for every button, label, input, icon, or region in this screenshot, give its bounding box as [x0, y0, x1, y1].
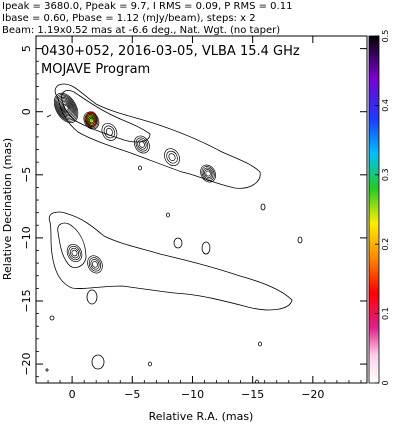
contour-knot-jet-knot-b	[134, 135, 150, 154]
contour-level	[66, 244, 83, 263]
x-tick-label: −10	[181, 388, 204, 401]
y-tick-label: 5	[20, 45, 33, 52]
contour-level	[53, 92, 79, 124]
noise-contour	[297, 236, 303, 244]
noise-contour	[173, 237, 183, 249]
cross-mark	[45, 368, 49, 372]
x-tick-label: −20	[301, 388, 324, 401]
noise-contour	[86, 289, 98, 305]
header-line-3: Beam: 1.19x0.52 mas at -6.6 deg., Nat. W…	[2, 25, 280, 36]
south-envelope-contour	[48, 211, 293, 311]
contour-knot-jet-knot-c	[164, 148, 180, 167]
contour-level	[56, 95, 77, 121]
noise-contour	[49, 315, 55, 321]
contour-level	[88, 257, 102, 272]
contour-knot-south-knot-a	[66, 244, 83, 263]
plot-title-line-2: MOJAVE Program	[41, 62, 150, 77]
contour-level	[62, 103, 70, 113]
header-line-2: Ibase = 0.60, Pbase = 1.12 (mJy/beam), s…	[2, 13, 256, 24]
y-tick-label: 0	[20, 108, 33, 115]
contour-level	[103, 125, 116, 139]
x-tick-label: 0	[69, 388, 76, 401]
contour-knot-jet-knot-d	[200, 164, 217, 183]
plot-frame	[35, 35, 368, 384]
y-tick-label: −20	[20, 352, 33, 375]
colorbar-tick-label: 0.4	[381, 99, 390, 112]
contour-level	[86, 115, 96, 126]
contour-level	[87, 116, 95, 125]
colorbar-tick-label: 0.2	[381, 238, 390, 251]
contour-level	[57, 96, 75, 119]
y-axis-label: Relative Decination (mas)	[1, 138, 14, 280]
header-line-1: Ipeak = 3680.0, Ppeak = 9.7, I RMS = 0.0…	[2, 1, 292, 12]
contour-level	[105, 128, 113, 136]
contour-level	[135, 137, 149, 152]
jet-envelope-contour	[54, 83, 261, 189]
contour-level	[164, 148, 180, 167]
contour-level	[83, 111, 100, 130]
contour-level	[90, 259, 100, 270]
contour-knot-south-knot-b	[87, 255, 103, 274]
contour-level	[200, 164, 217, 183]
contour-level	[87, 255, 103, 274]
contour-level	[92, 261, 98, 268]
contour-knot-jet-knot-a	[101, 123, 118, 141]
x-axis-ticks: 0 −5 −10 −15 −20	[47, 36, 362, 401]
contour-level	[101, 123, 118, 141]
contour-level	[138, 141, 145, 148]
contour-knot-core	[53, 92, 79, 124]
contour-level	[59, 99, 73, 117]
contour-level	[58, 98, 74, 118]
contour-level	[68, 245, 81, 261]
x-axis-label: Relative R.A. (mas)	[149, 410, 254, 423]
noise-contour	[166, 212, 170, 218]
cross-mark	[46, 114, 52, 118]
contour-map	[45, 83, 303, 383]
contour-knot-inner-knot	[83, 111, 100, 130]
y-tick-label: −5	[20, 167, 33, 183]
noise-contour	[138, 165, 142, 171]
colorbar-ticks: 0 0.1 0.2 0.3 0.4 0.5	[375, 30, 390, 386]
noise-contour	[148, 361, 152, 367]
contour-level	[61, 102, 71, 114]
noise-contour	[258, 341, 262, 347]
contour-level	[168, 153, 176, 161]
x-tick-label: −15	[241, 388, 264, 401]
colorbar-tick-label: 0.1	[381, 307, 390, 320]
y-tick-label: −15	[20, 289, 33, 312]
contour-level	[55, 94, 78, 122]
noise-contour	[260, 203, 266, 211]
contour-level	[204, 169, 213, 178]
south-inner-contour	[57, 222, 87, 268]
contour-level	[84, 112, 99, 129]
contour-level	[202, 167, 214, 180]
contour-level	[85, 114, 98, 127]
contour-level	[205, 170, 211, 177]
contour-level	[69, 247, 80, 259]
x-tick-label: −5	[124, 388, 140, 401]
y-tick-label: −10	[20, 226, 33, 249]
contour-level	[63, 105, 69, 111]
contour-level	[134, 135, 150, 154]
contour-level	[166, 150, 178, 164]
colorbar-tick-label: 0	[381, 380, 390, 385]
plot-title-line-1: 0430+052, 2016-03-05, VLBA 15.4 GHz	[41, 44, 300, 59]
contour-level	[137, 139, 147, 150]
colorbar-tick-label: 0.5	[381, 30, 390, 43]
noise-contour	[201, 241, 211, 255]
colorbar-tick-label: 0.3	[381, 168, 390, 181]
contour-level	[71, 249, 78, 257]
colorbar	[368, 35, 380, 384]
contour-level	[60, 101, 72, 115]
contour-level	[201, 166, 215, 181]
noise-contour	[91, 354, 105, 370]
y-axis-ticks: 5 0 −5 −10 −15 −20	[20, 45, 367, 378]
contour-level	[88, 117, 94, 124]
noise-contour	[255, 379, 259, 383]
